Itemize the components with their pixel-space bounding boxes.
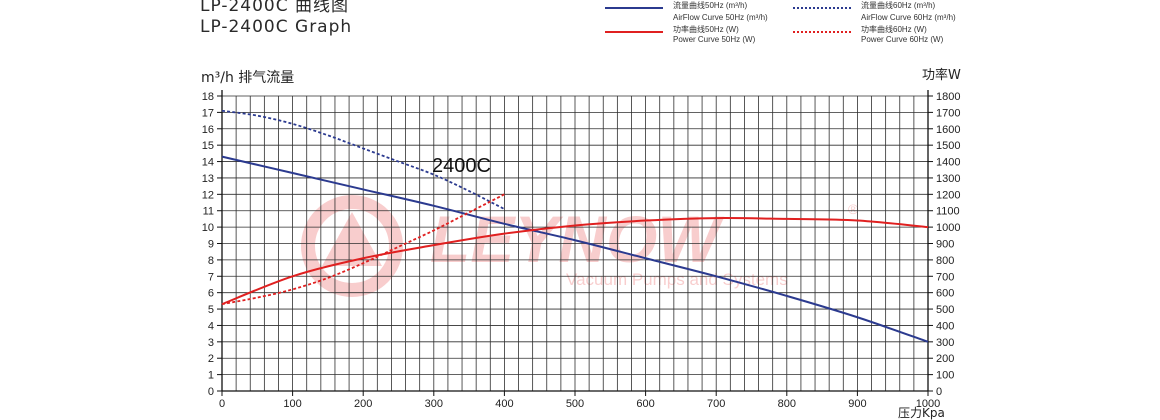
- graph-title-en: LP-2400C Graph: [200, 17, 353, 37]
- graph-title-cn: LP-2400C 曲线图: [200, 0, 350, 16]
- y-tick-label-right: 1500: [936, 140, 960, 152]
- y-tick-label-right: 1400: [936, 157, 960, 169]
- y-tick-label-right: 1300: [936, 173, 960, 185]
- x-tick-label: 600: [636, 398, 654, 410]
- legend-swatch-power-50hz: [605, 31, 663, 33]
- legend-item-power-60hz: 功率曲线60Hz (W) Power Curve 60Hz (W): [793, 25, 983, 48]
- legend-label-cn: 功率曲线50Hz (W): [673, 25, 739, 34]
- y-tick-label-right: 1800: [936, 91, 960, 103]
- x-tick-label: 200: [354, 398, 372, 410]
- y-tick-label-left: 9: [208, 239, 214, 251]
- legend-swatch-airflow-60hz: [793, 7, 851, 9]
- legend-label-en: Power Curve 60Hz (W): [861, 35, 944, 44]
- legend-item-airflow-50hz: 流量曲线50Hz (m³/h) AirFlow Curve 50Hz (m³/h…: [605, 1, 795, 24]
- y-tick-label-left: 16: [202, 124, 214, 136]
- y-tick-label-right: 1600: [936, 124, 960, 136]
- y-tick-label-left: 10: [202, 222, 214, 234]
- y-axis-label: m³/h 排气流量: [201, 70, 294, 86]
- y2-axis-label: 功率W: [922, 67, 961, 83]
- y-tick-label-right: 700: [936, 271, 954, 283]
- y-tick-label-right: 0: [936, 386, 942, 398]
- watermark-triangle: [322, 212, 382, 266]
- watermark-ring: [301, 195, 403, 297]
- y-tick-label-right: 300: [936, 337, 954, 349]
- y-tick-label-left: 2: [208, 353, 214, 365]
- series-airflow-60hz: [221, 109, 505, 210]
- y-tick-label-left: 7: [208, 271, 214, 283]
- x-axis-label: 压力Kpa: [898, 406, 945, 420]
- watermark-brand: LEYNOW: [430, 202, 724, 276]
- y-tick-label-right: 500: [936, 304, 954, 316]
- legend-label-en: Power Curve 50Hz (W): [673, 35, 756, 44]
- y-tick-label-right: 400: [936, 320, 954, 332]
- x-tick-label: 900: [848, 398, 866, 410]
- y-tick-label-left: 6: [208, 288, 214, 300]
- legend-swatch-airflow-50hz: [605, 7, 663, 9]
- y-tick-label-left: 17: [202, 107, 214, 119]
- title-block: LP-2400C 曲线图 LP-2400C Graph: [200, 0, 352, 38]
- x-tick-label: 100: [283, 398, 301, 410]
- legend-swatch-power-60hz: [793, 31, 851, 33]
- y-tick-label-left: 12: [202, 189, 214, 201]
- x-tick-label: 400: [495, 398, 513, 410]
- y-tick-label-right: 600: [936, 288, 954, 300]
- watermark-tagline: Vacuum Pumps and Systems: [566, 270, 788, 289]
- y-tick-label-right: 100: [936, 370, 954, 382]
- x-tick-label: 700: [707, 398, 725, 410]
- legend-label-cn: 功率曲线60Hz (W): [861, 25, 927, 34]
- legend-label-cn: 流量曲线60Hz (m³/h): [861, 1, 936, 10]
- x-tick-label: 1000: [916, 398, 940, 410]
- grid: [222, 95, 928, 391]
- y-tick-label-left: 4: [208, 320, 214, 332]
- y-tick-label-right: 800: [936, 255, 954, 267]
- x-tick-label: 800: [778, 398, 796, 410]
- x-tick-label: 500: [566, 398, 584, 410]
- legend-label-en: AirFlow Curve 60Hz (m³/h): [861, 13, 956, 22]
- series-power-60hz: [221, 193, 505, 306]
- y-tick-label-left: 11: [203, 206, 214, 218]
- y-tick-label-right: 1000: [936, 222, 960, 234]
- y-tick-label-left: 15: [202, 140, 214, 152]
- chart-model-label: 2400C: [432, 155, 491, 177]
- x-tick-label: 300: [425, 398, 443, 410]
- y-tick-label-left: 5: [208, 304, 214, 316]
- legend-label-en: AirFlow Curve 50Hz (m³/h): [673, 13, 768, 22]
- y-tick-label-left: 13: [202, 173, 214, 185]
- y-tick-label-right: 200: [936, 353, 954, 365]
- legend-item-power-50hz: 功率曲线50Hz (W) Power Curve 50Hz (W): [605, 25, 795, 48]
- y-tick-label-left: 18: [202, 91, 214, 103]
- legend: 流量曲线50Hz (m³/h) AirFlow Curve 50Hz (m³/h…: [605, 0, 985, 48]
- y-tick-label-right: 1700: [936, 107, 960, 119]
- series-airflow-50hz: [221, 155, 929, 343]
- legend-item-airflow-60hz: 流量曲线60Hz (m³/h) AirFlow Curve 60Hz (m³/h…: [793, 1, 983, 24]
- y-tick-label-right: 1200: [936, 189, 960, 201]
- series-power-50hz: [221, 217, 929, 306]
- y-tick-label-left: 0: [208, 386, 214, 398]
- x-tick-label: 0: [219, 398, 225, 410]
- y-tick-label-left: 1: [208, 370, 214, 382]
- y-tick-label-right: 900: [936, 239, 954, 251]
- watermark-logo: LEYNOW ® Vacuum Pumps and Systems: [301, 195, 859, 297]
- y-tick-label-left: 14: [202, 157, 214, 169]
- y-tick-label-right: 1100: [936, 206, 960, 218]
- y-tick-label-left: 3: [208, 337, 214, 349]
- series-layer: [221, 109, 929, 343]
- legend-label-cn: 流量曲线50Hz (m³/h): [673, 1, 748, 10]
- y-tick-label-left: 8: [208, 255, 214, 267]
- watermark-registered: ®: [848, 201, 859, 217]
